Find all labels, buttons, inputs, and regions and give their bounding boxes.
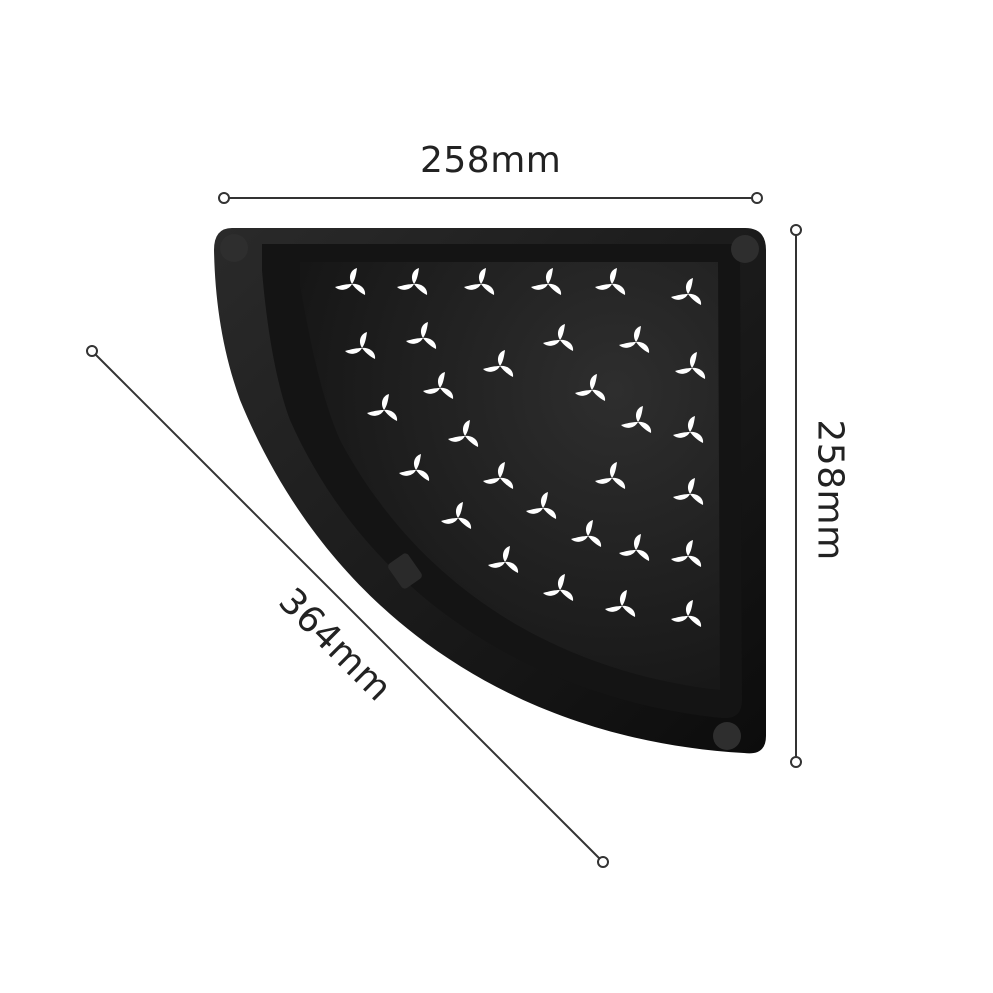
corner-foot-top-left	[220, 234, 248, 262]
width-dimension-label: 258mm	[420, 140, 562, 181]
corner-foot-top-right	[731, 235, 759, 263]
right-dimension-line	[790, 224, 802, 768]
corner-foot-bottom	[713, 722, 741, 750]
top-dimension-line	[218, 192, 763, 204]
height-dimension-label: 258mm	[809, 419, 851, 561]
corner-shelf	[214, 228, 766, 754]
edge-clip	[388, 553, 422, 589]
diagonal-dimension-line	[86, 345, 609, 868]
